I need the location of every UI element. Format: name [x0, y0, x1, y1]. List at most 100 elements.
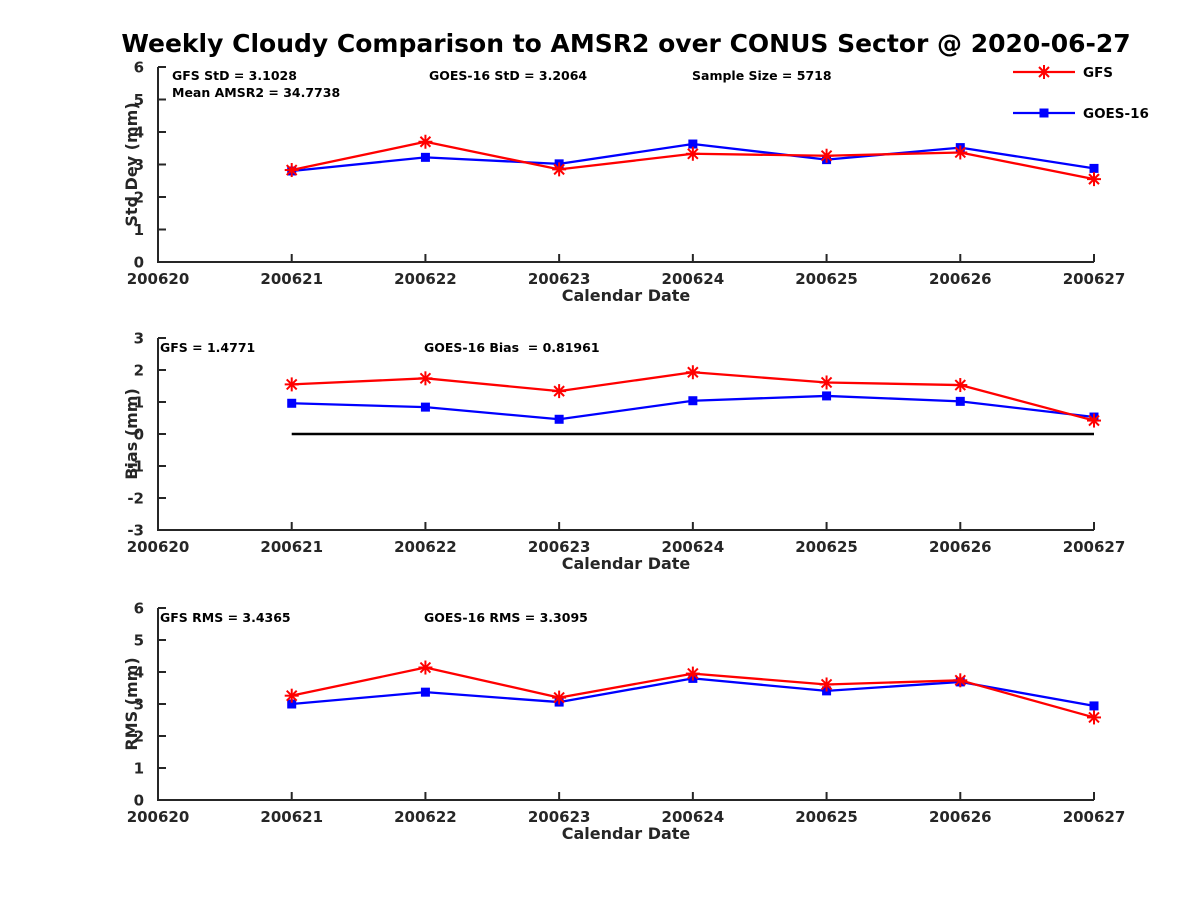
- y-tick-label: 0: [134, 792, 144, 810]
- x-tick-label: 200622: [394, 808, 457, 826]
- x-tick-label: 200624: [662, 538, 725, 556]
- legend-item-goes-16: GOES-16: [1013, 106, 1149, 122]
- y-tick-label: 2: [134, 728, 144, 746]
- gfs-series: [284, 134, 1101, 187]
- y-axis-label: Std Dev (mm): [122, 102, 141, 226]
- y-axis-label: RMS (mm): [122, 657, 141, 750]
- y-tick-label: 2: [134, 362, 144, 380]
- x-tick-label: 200625: [795, 270, 858, 288]
- x-tick-label: 200625: [795, 538, 858, 556]
- y-tick-label: 1: [134, 760, 144, 778]
- gfs-marker: [284, 688, 299, 703]
- gfs-marker: [1087, 710, 1101, 725]
- gfs-marker: [685, 666, 700, 681]
- y-tick-label: 0: [134, 254, 144, 272]
- goes-16-marker: [688, 396, 698, 406]
- gfs-marker: [685, 146, 700, 161]
- y-tick-label: 3: [134, 156, 144, 174]
- y-tick-label: -2: [127, 490, 144, 508]
- x-tick-label: 200620: [127, 270, 190, 288]
- y-tick-label: -1: [127, 458, 144, 476]
- x-tick-label: 200627: [1063, 270, 1126, 288]
- x-tick-label: 200624: [662, 808, 725, 826]
- gfs-series: [284, 365, 1101, 428]
- y-tick-label: 5: [134, 632, 144, 650]
- y-tick-label: 5: [134, 91, 144, 109]
- goes-16-marker: [1089, 163, 1099, 173]
- x-tick-label: 200620: [127, 538, 190, 556]
- goes-16-marker: [955, 396, 965, 406]
- gfs-marker: [418, 371, 433, 386]
- x-tick-label: 200623: [528, 270, 591, 288]
- x-tick-label: 200622: [394, 270, 457, 288]
- panel-annotation: GOES-16 RMS = 3.3095: [424, 610, 588, 625]
- gfs-marker: [819, 148, 834, 163]
- goes-16-marker: [688, 139, 698, 149]
- goes-16-marker: [420, 402, 430, 412]
- y-tick-label: 3: [134, 696, 144, 714]
- panel-annotation: GFS RMS = 3.4365: [160, 610, 291, 625]
- legend-item-gfs: GFS: [1013, 65, 1113, 81]
- y-tick-label: 6: [134, 600, 144, 618]
- x-axis-label: Calendar Date: [562, 286, 691, 305]
- x-tick-label: 200625: [795, 808, 858, 826]
- y-tick-label: 3: [134, 330, 144, 348]
- gfs-marker: [284, 163, 299, 178]
- gfs-marker: [819, 375, 834, 390]
- x-tick-label: 200620: [127, 808, 190, 826]
- y-tick-label: 1: [134, 394, 144, 412]
- gfs-marker: [418, 134, 433, 149]
- legend-label-gfs: GFS: [1083, 65, 1113, 81]
- panel-annotation: Mean AMSR2 = 34.7738: [172, 85, 340, 100]
- gfs-marker: [1087, 172, 1101, 187]
- x-tick-label: 200621: [260, 270, 323, 288]
- y-tick-label: 1: [134, 221, 144, 239]
- panel-annotation: GOES-16 StD = 3.2064: [429, 68, 587, 83]
- gfs-marker: [552, 690, 567, 705]
- x-tick-label: 200624: [662, 270, 725, 288]
- y-tick-label: 2: [134, 189, 144, 207]
- x-tick-label: 200627: [1063, 808, 1126, 826]
- legend: GFS GOES-16: [1013, 65, 1149, 122]
- gfs-marker: [819, 677, 834, 692]
- x-tick-label: 200623: [528, 808, 591, 826]
- goes-16-series: [287, 391, 1099, 424]
- gfs-marker: [284, 377, 299, 392]
- gfs-legend-marker: [1037, 65, 1051, 79]
- goes-16-marker: [554, 414, 564, 424]
- gfs-marker: [953, 673, 968, 688]
- gfs-marker: [418, 660, 433, 675]
- x-tick-label: 200626: [929, 538, 992, 556]
- x-axis-label: Calendar Date: [562, 554, 691, 573]
- gfs-marker: [953, 378, 968, 393]
- chart-title: Weekly Cloudy Comparison to AMSR2 over C…: [121, 29, 1130, 58]
- rms-panel: 0 1 2 3 4 5 6 200620 200621 200622 200623 200624 200…: [122, 600, 1125, 844]
- x-tick-label: 200627: [1063, 538, 1126, 556]
- x-tick-label: 200626: [929, 808, 992, 826]
- x-tick-label: 200626: [929, 270, 992, 288]
- y-tick-label: 0: [134, 426, 144, 444]
- panel-annotation: GOES-16 Bias = 0.81961: [424, 340, 600, 355]
- goes-16-legend-marker: [1039, 108, 1049, 118]
- panel-annotation: GFS StD = 3.1028: [172, 68, 297, 83]
- gfs-marker: [685, 365, 700, 380]
- x-axis-label: Calendar Date: [562, 824, 691, 843]
- std-dev-panel: 0 1 2 3 4 5 6 200620 200621 200622 200623 200624 200…: [122, 59, 1125, 306]
- goes-16-marker: [420, 152, 430, 162]
- x-tick-label: 200623: [528, 538, 591, 556]
- y-tick-label: 6: [134, 59, 144, 77]
- goes-16-marker: [1089, 701, 1099, 711]
- y-tick-label: 4: [134, 664, 144, 682]
- y-tick-label: -3: [127, 522, 144, 540]
- x-tick-label: 200621: [260, 538, 323, 556]
- gfs-marker: [1087, 413, 1101, 428]
- goes-16-marker: [287, 699, 297, 709]
- x-tick-label: 200621: [260, 808, 323, 826]
- y-tick-label: 4: [134, 124, 144, 142]
- x-tick-label: 200622: [394, 538, 457, 556]
- gfs-marker: [552, 384, 567, 399]
- bias-panel: -3 -2 -1 0 1 2 3 200620 200621 200622 200623 200624…: [122, 330, 1125, 574]
- goes-16-marker: [822, 391, 832, 401]
